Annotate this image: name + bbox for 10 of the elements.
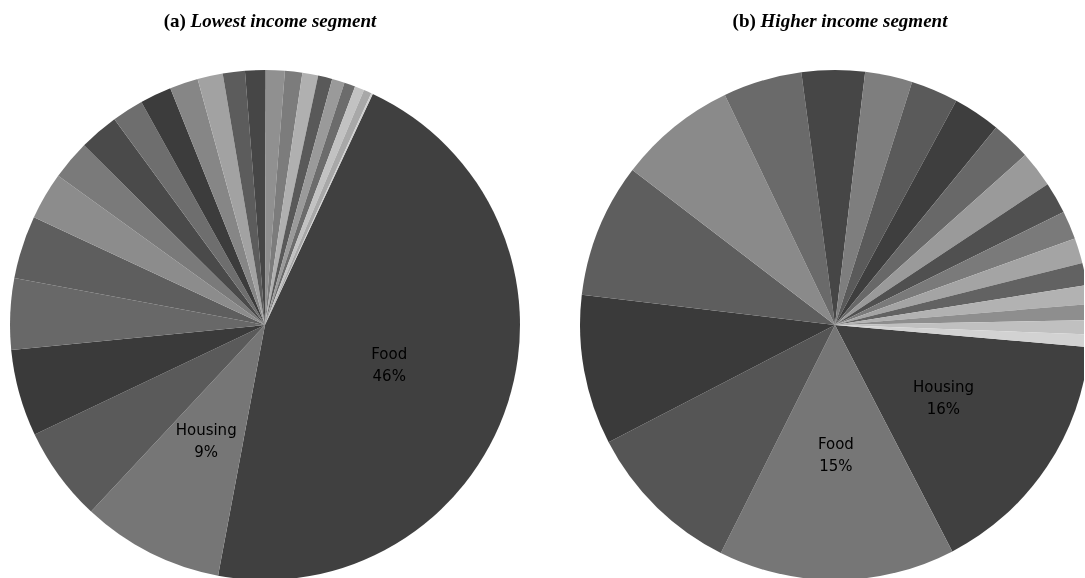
slice-label: Housing [912, 377, 974, 396]
chart-title: (a) Lowest income segment [163, 10, 378, 32]
chart-title: (b) Higher income segment [732, 10, 949, 32]
slice-label: Food [817, 435, 854, 454]
slice-label: Housing [175, 421, 237, 440]
data-label: 9% [194, 443, 219, 462]
data-label: 15% [819, 457, 853, 476]
data-label: 46% [372, 366, 406, 385]
data-label: 16% [926, 399, 961, 418]
slice-label: Food [371, 344, 408, 363]
